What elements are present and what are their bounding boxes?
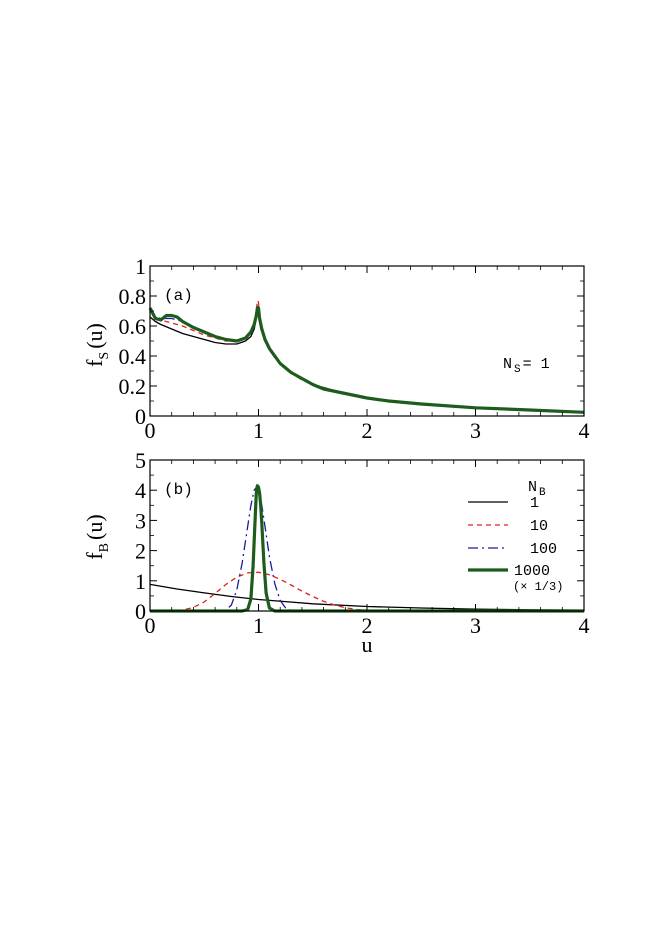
y-tick-label: 1: [135, 254, 146, 279]
panel-a-ticks: 0 1 2 3 4 0 0.2 0.4 0.6 0.8 1: [119, 254, 590, 443]
panel-b-xlabel: u: [362, 632, 373, 657]
x-tick-label: 4: [579, 418, 590, 443]
panel-a-series: [148, 299, 585, 414]
panel-a-ns-annotation: N S = 1: [503, 356, 550, 376]
x-tick-label: 2: [362, 418, 373, 443]
panel-b-label: (b): [164, 481, 193, 499]
x-tick-label: 3: [470, 613, 481, 638]
panel-b-series-10-line: [150, 571, 389, 612]
legend-label-1: 1: [530, 495, 539, 512]
panel-b-series-1-line: [149, 583, 585, 611]
x-tick-label: 4: [579, 613, 590, 638]
y-tick-label: 0: [135, 599, 146, 624]
legend-label-1000: 1000: [514, 563, 550, 580]
y-tick-label: 0.2: [119, 374, 147, 399]
x-tick-label: 2: [362, 613, 373, 638]
y-tick-label: 0.4: [119, 344, 147, 369]
svg-text:fS(u): fS(u): [82, 323, 112, 367]
panel-b-series-1000-line: [150, 484, 584, 613]
y-tick-label: 0.8: [119, 284, 147, 309]
panel-b-ylabel: fB(u): [82, 514, 112, 559]
panel-a-label: (a): [164, 287, 193, 305]
x-tick-label: 0: [145, 613, 156, 638]
y-tick-label: 2: [135, 539, 146, 564]
y-tick-label: 5: [135, 448, 146, 473]
panel-a-ylabel: fS(u): [82, 323, 112, 367]
panel-b-ticks: 0 1 2 3 4 0 1 2 3 4 5: [135, 448, 590, 638]
y-tick-label: 3: [135, 508, 146, 533]
legend-entries: 1 10 100 1000: [468, 495, 557, 580]
y-tick-label: 0.6: [119, 314, 147, 339]
legend-label-10: 10: [530, 518, 548, 535]
panel-a-series-2-line: [149, 299, 585, 413]
panel-a-frame: [149, 265, 585, 417]
panel-a-series-4-line: [148, 306, 585, 414]
legend-note: (× 1/3): [513, 580, 563, 594]
x-tick-label: 3: [470, 418, 481, 443]
x-tick-label: 1: [253, 418, 264, 443]
y-tick-label: 0: [135, 404, 146, 429]
legend-label-100: 100: [530, 541, 557, 558]
x-tick-label: 1: [253, 613, 264, 638]
panel-a: 0 1 2 3 4 0 0.2 0.4 0.6 0.8 1 (a) fS(u) N S = 1: [82, 254, 590, 443]
svg-text:fB(u): fB(u): [82, 514, 112, 559]
y-tick-label: 4: [135, 478, 146, 503]
x-tick-label: 0: [145, 418, 156, 443]
y-tick-label: 1: [135, 569, 146, 594]
panel-b-series: [149, 484, 585, 613]
